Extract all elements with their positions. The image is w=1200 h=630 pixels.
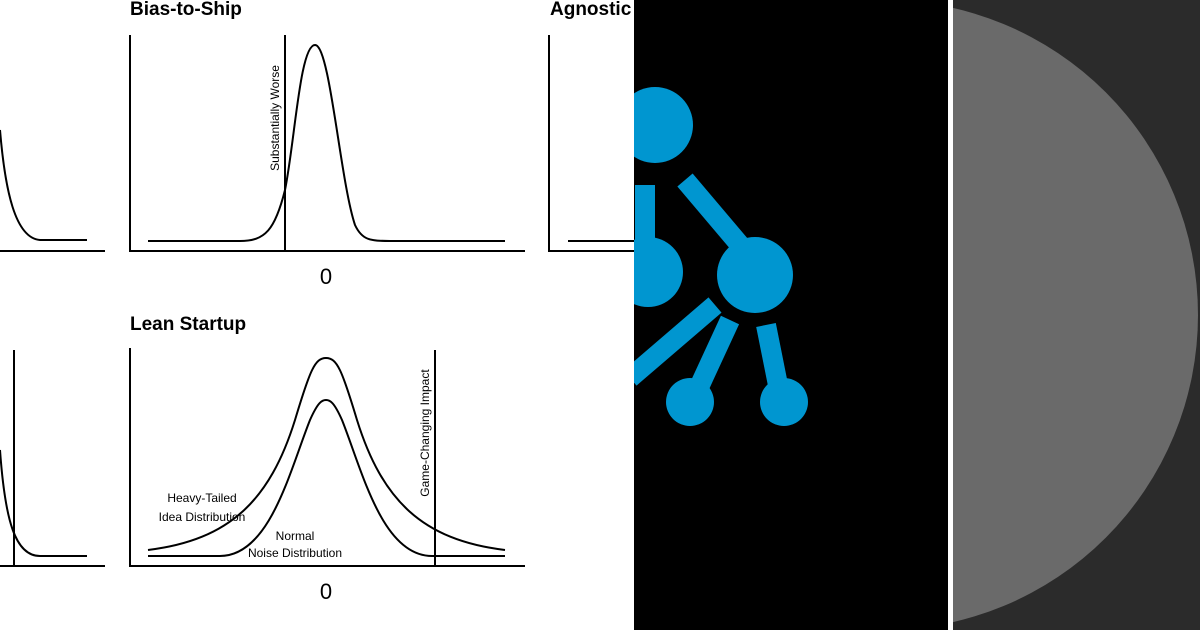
curve-label: Noise Distribution (248, 546, 342, 560)
divider (948, 0, 953, 630)
curve-label: Heavy-Tailed (167, 491, 236, 505)
tree-icon (634, 87, 808, 426)
chart-area (0, 0, 634, 630)
curve-label: Normal (276, 529, 315, 543)
curve-label: Idea Distribution (159, 510, 246, 524)
circle (953, 7, 1198, 623)
curve (148, 398, 505, 557)
axis-label: 0 (320, 264, 332, 289)
panel-title: Agnostic (550, 0, 632, 20)
marker-label: Game-Changing Impact (418, 369, 432, 497)
axis (129, 35, 525, 252)
curve (0, 449, 87, 557)
icon-panel (634, 0, 948, 630)
axis (129, 348, 525, 567)
panel-title: Lean Startup (130, 314, 246, 335)
axis (548, 35, 634, 252)
curve (148, 43, 505, 242)
panel-title: Bias-to-Ship (130, 0, 242, 20)
curve (0, 129, 87, 241)
axis-label: 0 (320, 579, 332, 604)
curve (147, 356, 506, 551)
marker-label: Substantially Worse (268, 65, 282, 171)
